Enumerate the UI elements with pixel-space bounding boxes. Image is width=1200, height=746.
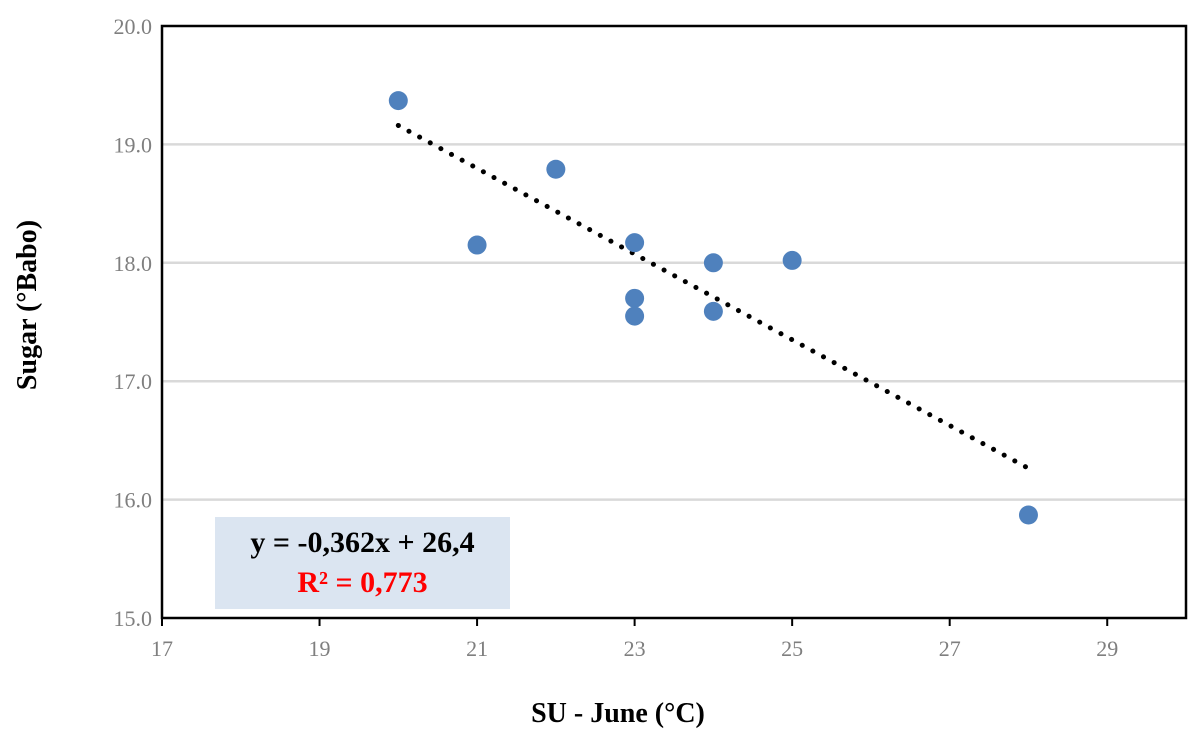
x-tick-label: 17 (151, 636, 173, 661)
data-point (782, 250, 802, 270)
data-points (388, 91, 1038, 525)
trendline (395, 122, 1031, 471)
data-point (1018, 505, 1038, 525)
data-point (467, 235, 487, 255)
data-point (625, 288, 645, 308)
gridlines (162, 143, 1186, 501)
data-point (703, 301, 723, 321)
y-tick-labels: 15.0 16.0 17.0 18.0 19.0 20.0 (114, 14, 153, 631)
r-squared-label: R² = 0,773 (297, 566, 428, 599)
x-tick-label: 29 (1096, 636, 1118, 661)
data-point (625, 233, 645, 253)
x-tick-label: 19 (309, 636, 331, 661)
x-tick-label: 23 (624, 636, 646, 661)
y-tick-label: 17.0 (114, 369, 153, 394)
data-point (388, 91, 408, 111)
x-tick-labels: 17 19 21 23 25 27 29 (151, 618, 1118, 661)
y-tick-label: 15.0 (114, 606, 153, 631)
y-axis-title: Sugar (°Babo) (12, 220, 43, 390)
y-tick-label: 20.0 (114, 14, 153, 39)
x-tick-label: 21 (466, 636, 488, 661)
x-tick-label: 27 (939, 636, 961, 661)
trendline-equation-box: y = -0,362x + 26,4 R² = 0,773 (215, 517, 510, 609)
y-tick-label: 18.0 (114, 251, 153, 276)
data-point (546, 159, 566, 179)
x-axis-title: SU - June (°C) (531, 698, 705, 729)
plot-area-border (160, 24, 1188, 620)
x-tick-label: 25 (781, 636, 803, 661)
data-point (703, 253, 723, 273)
y-tick-label: 19.0 (114, 132, 153, 157)
data-point (625, 306, 645, 326)
trendline-equation: y = -0,362x + 26,4 (250, 526, 475, 559)
y-tick-label: 16.0 (114, 488, 153, 513)
